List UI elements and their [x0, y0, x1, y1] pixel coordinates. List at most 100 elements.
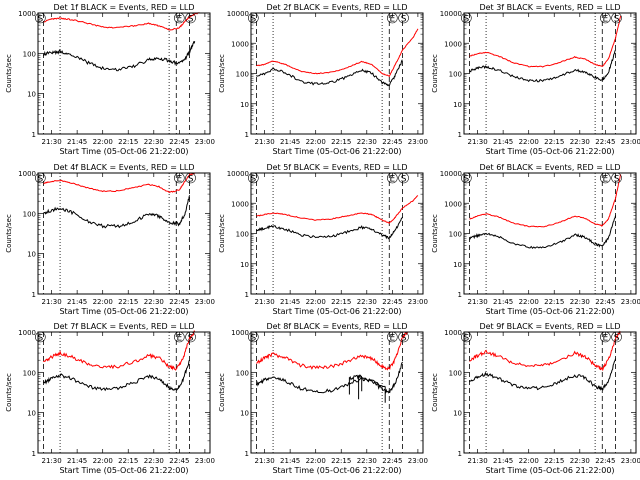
panel-title: Det 9f BLACK = Events, RED = LLD [479, 322, 620, 331]
y-axis-label: Counts/sec [218, 54, 226, 93]
y-tick-label: 1 [458, 291, 462, 299]
flag-letter: E [176, 175, 182, 185]
y-tick-label: 100 [236, 369, 249, 377]
y-axis-label: Counts/sec [218, 214, 226, 253]
panel-9: Det 9f BLACK = Events, RED = LLD Counts/s… [431, 322, 640, 475]
events-series-line [469, 358, 617, 391]
y-tick-label: 100 [236, 231, 249, 239]
events-series-line [348, 374, 386, 403]
events-series-line [469, 215, 617, 249]
y-tick-label: 1 [245, 291, 249, 299]
x-tick-label: 22:15 [544, 298, 564, 306]
x-tick-label: 23:00 [195, 138, 215, 146]
y-axis-label: Counts/sec [431, 54, 439, 93]
y-tick-label: 10 [240, 410, 249, 418]
x-axis-label: Start Time (05-Oct-06 21:22:00) [272, 147, 401, 156]
flag-letter: S [614, 15, 620, 25]
flag-letter: S [401, 175, 407, 185]
y-tick-label: 10000 [227, 10, 249, 18]
panel-8: Det 8f BLACK = Events, RED = LLD Counts/s… [218, 322, 428, 475]
flag-letter: S [463, 15, 469, 25]
lld-series-line [256, 28, 419, 78]
flag-letter: S [614, 175, 620, 185]
panel-7: Det 7f BLACK = Events, RED = LLD Counts/s… [5, 322, 215, 475]
x-tick-label: 22:30 [570, 298, 590, 306]
x-tick-label: 21:45 [493, 138, 513, 146]
panel-6: Det 6f BLACK = Events, RED = LLD Counts/s… [431, 163, 640, 316]
x-tick-label: 22:45 [382, 457, 402, 465]
flag-letter: S [250, 175, 256, 185]
x-tick-label: 22:15 [331, 457, 351, 465]
plot-frame [463, 12, 637, 135]
x-tick-label: 22:00 [93, 457, 113, 465]
x-tick-label: 21:30 [467, 138, 487, 146]
x-tick-label: 21:45 [67, 138, 87, 146]
panel-title: Det 3f BLACK = Events, RED = LLD [479, 3, 620, 12]
x-tick-label: 22:00 [519, 457, 539, 465]
panel-5: Det 5f BLACK = Events, RED = LLD Counts/s… [218, 163, 428, 316]
x-tick-label: 21:45 [280, 457, 300, 465]
lld-series-line [256, 331, 409, 371]
y-tick-label: 1000 [444, 329, 462, 337]
x-axis-label: Start Time (05-Oct-06 21:22:00) [485, 307, 614, 316]
x-tick-label: 21:30 [254, 138, 274, 146]
x-tick-label: 22:00 [306, 138, 326, 146]
x-tick-label: 22:45 [382, 138, 402, 146]
y-tick-label: 1 [458, 131, 462, 139]
y-tick-label: 1 [458, 450, 462, 458]
y-tick-label: 1 [32, 291, 36, 299]
flag-letter: S [37, 175, 43, 185]
events-series-line [42, 359, 190, 392]
y-tick-label: 1 [245, 131, 249, 139]
lld-series-line [469, 15, 622, 68]
x-tick-label: 23:00 [408, 457, 428, 465]
flag-letter: E [389, 334, 395, 344]
y-tick-label: 100 [23, 50, 36, 58]
x-tick-label: 22:00 [519, 298, 539, 306]
x-tick-label: 22:00 [306, 457, 326, 465]
x-tick-label: 21:30 [41, 298, 61, 306]
x-tick-label: 22:30 [570, 457, 590, 465]
panel-1: Det 1f BLACK = Events, RED = LLD Counts/s… [5, 3, 215, 156]
x-tick-label: 22:15 [118, 457, 138, 465]
x-axis-label: Start Time (05-Oct-06 21:22:00) [272, 307, 401, 316]
x-tick-label: 22:00 [519, 138, 539, 146]
y-tick-label: 1000 [231, 329, 249, 337]
x-tick-label: 21:30 [254, 298, 274, 306]
x-tick-label: 21:45 [67, 457, 87, 465]
flag-letter: S [401, 15, 407, 25]
lld-series-line [43, 329, 196, 371]
y-tick-label: 1000 [444, 40, 462, 48]
x-tick-label: 21:30 [41, 457, 61, 465]
lld-series-line [256, 195, 419, 224]
x-tick-label: 22:30 [357, 298, 377, 306]
y-axis-label: Counts/sec [5, 373, 13, 412]
y-tick-label: 1 [32, 450, 36, 458]
flag-letter: S [463, 334, 469, 344]
lld-series-line [469, 330, 621, 372]
x-tick-label: 22:30 [357, 457, 377, 465]
x-tick-label: 23:00 [621, 138, 640, 146]
events-series-line [43, 195, 191, 229]
x-tick-label: 23:00 [621, 457, 640, 465]
x-tick-label: 21:30 [467, 298, 487, 306]
y-tick-label: 100 [449, 369, 462, 377]
x-tick-label: 22:30 [144, 298, 164, 306]
x-axis-label: Start Time (05-Oct-06 21:22:00) [485, 466, 614, 475]
flag-letter: E [176, 334, 182, 344]
x-tick-label: 22:15 [544, 138, 564, 146]
panel-title: Det 7f BLACK = Events, RED = LLD [53, 322, 194, 331]
x-tick-label: 21:45 [493, 457, 513, 465]
flag-letter: S [188, 334, 194, 344]
y-axis-label: Counts/sec [431, 373, 439, 412]
x-tick-label: 22:00 [306, 298, 326, 306]
panel-title: Det 4f BLACK = Events, RED = LLD [53, 163, 194, 172]
x-axis-label: Start Time (05-Oct-06 21:22:00) [59, 466, 188, 475]
y-tick-label: 1 [32, 131, 36, 139]
plot-frame [250, 331, 424, 454]
y-tick-label: 1000 [18, 10, 36, 18]
x-tick-label: 22:15 [118, 298, 138, 306]
events-series-line [255, 361, 404, 394]
flag-letter: S [37, 15, 43, 25]
